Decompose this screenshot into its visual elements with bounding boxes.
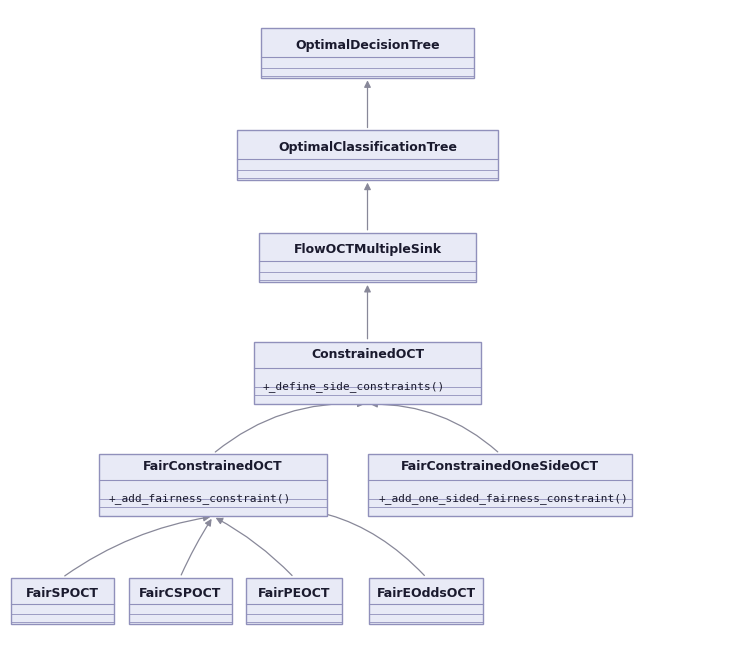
Bar <box>259 232 476 282</box>
Text: OptimalDecisionTree: OptimalDecisionTree <box>295 39 440 52</box>
Bar <box>369 578 484 624</box>
Text: FairPEOCT: FairPEOCT <box>258 587 330 600</box>
Bar <box>261 28 474 77</box>
Text: FairSPOCT: FairSPOCT <box>26 587 99 600</box>
Text: FlowOCTMultipleSink: FlowOCTMultipleSink <box>293 244 442 257</box>
Text: FairConstrainedOneSideOCT: FairConstrainedOneSideOCT <box>401 461 599 473</box>
Text: FairEOddsOCT: FairEOddsOCT <box>377 587 476 600</box>
Bar <box>99 454 327 516</box>
Bar <box>129 578 232 624</box>
Text: OptimalClassificationTree: OptimalClassificationTree <box>278 141 457 154</box>
Bar <box>254 341 481 404</box>
Bar <box>11 578 114 624</box>
Text: FairConstrainedOCT: FairConstrainedOCT <box>143 461 283 473</box>
Text: +_add_one_sided_fairness_constraint(): +_add_one_sided_fairness_constraint() <box>378 493 628 504</box>
Text: ConstrainedOCT: ConstrainedOCT <box>311 348 424 361</box>
Bar <box>368 454 632 516</box>
Bar <box>246 578 342 624</box>
Bar <box>237 131 498 180</box>
Text: +_add_fairness_constraint(): +_add_fairness_constraint() <box>108 493 290 504</box>
Text: FairCSPOCT: FairCSPOCT <box>139 587 221 600</box>
Text: +_define_side_constraints(): +_define_side_constraints() <box>262 381 445 391</box>
